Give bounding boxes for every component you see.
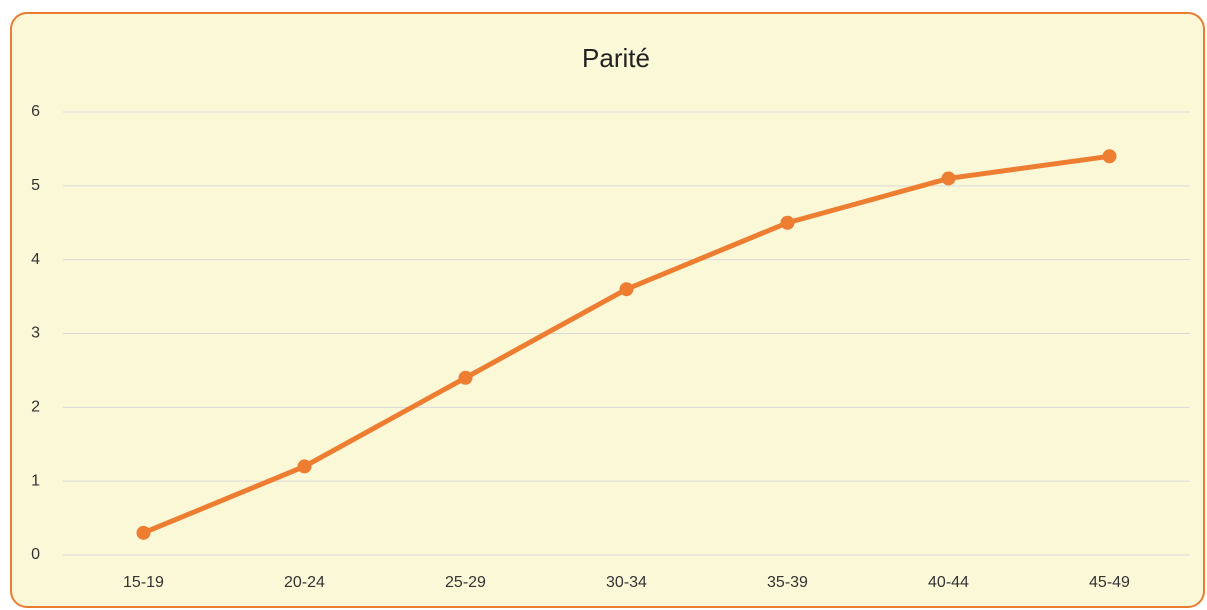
data-point	[619, 282, 634, 297]
y-tick-label: 3	[31, 325, 40, 342]
data-point	[780, 215, 795, 230]
y-tick-label: 5	[31, 177, 40, 194]
data-point	[941, 171, 956, 186]
data-point	[1102, 149, 1117, 164]
data-point	[458, 370, 473, 385]
y-tick-label: 0	[31, 546, 40, 563]
y-tick-label: 4	[31, 251, 40, 268]
x-tick-label: 25-29	[445, 574, 486, 591]
data-point	[136, 525, 151, 540]
x-tick-label: 30-34	[606, 574, 647, 591]
x-tick-label: 15-19	[123, 574, 164, 591]
y-tick-label: 2	[31, 399, 40, 416]
y-tick-label: 1	[31, 472, 40, 489]
y-tick-label: 6	[31, 103, 40, 120]
data-point	[297, 459, 312, 474]
chart-frame	[10, 12, 1205, 608]
x-tick-label: 35-39	[767, 574, 808, 591]
chart-title: Parité	[582, 43, 650, 73]
x-tick-label: 20-24	[284, 574, 325, 591]
x-tick-label: 40-44	[928, 574, 969, 591]
x-tick-label: 45-49	[1089, 574, 1130, 591]
